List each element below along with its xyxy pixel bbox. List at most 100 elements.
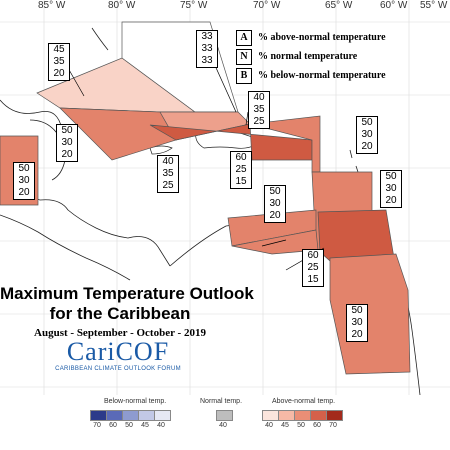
below-normal-value: 15: [307, 274, 319, 285]
above-normal-value: 50: [269, 186, 281, 197]
central-america-pacific-coast: [0, 214, 131, 281]
below-normal-value: 20: [361, 141, 373, 152]
swatch-above-50: [294, 410, 311, 421]
swatch-below-40: [154, 410, 171, 421]
key-text: % normal temperature: [258, 51, 358, 62]
probability-key: A % above-normal temperature N % normal …: [236, 28, 436, 85]
swatch-below-60: [106, 410, 123, 421]
scale-tick: 60: [313, 422, 321, 429]
probability-box: 45 35 20: [48, 43, 70, 81]
below-normal-value: 20: [61, 149, 73, 160]
normal-value: 30: [385, 183, 397, 194]
scale-tick: 50: [125, 422, 133, 429]
scale-tick: 40: [157, 422, 165, 429]
key-letter: A: [236, 29, 252, 46]
longitude-label: 70° W: [253, 0, 281, 11]
above-normal-value: 40: [162, 156, 174, 167]
normal-value: 30: [18, 175, 30, 186]
probability-box: 60 25 15: [230, 151, 252, 189]
swatch-below-45: [138, 410, 155, 421]
above-normal-value: 60: [235, 152, 247, 163]
scale-tick: 45: [281, 422, 289, 429]
above-normal-value: 40: [253, 92, 265, 103]
logo-subtitle: CARIBBEAN CLIMATE OUTLOOK FORUM: [55, 366, 181, 372]
swatch-above-40: [262, 410, 279, 421]
normal-value: 35: [253, 104, 265, 115]
swatch-above-45: [278, 410, 295, 421]
map-title: Maximum Temperature Outlook: [0, 284, 254, 303]
above-normal-value: 33: [201, 31, 213, 42]
probability-box: 40 35 25: [248, 91, 270, 129]
longitude-label: 55° W: [420, 0, 448, 11]
below-normal-value: 20: [269, 210, 281, 221]
scale-tick: 60: [109, 422, 117, 429]
map-title-block: Maximum Temperature Outlook for the Cari…: [0, 284, 254, 339]
above-normal-value: 50: [351, 305, 363, 316]
jamaica-island: [149, 145, 173, 155]
above-normal-value: 50: [385, 171, 397, 182]
scale-tick: 40: [265, 422, 273, 429]
swatch-below-70: [90, 410, 107, 421]
probability-box: 50 30 20: [346, 304, 368, 342]
longitude-label: 75° W: [180, 0, 208, 11]
normal-value: 30: [269, 198, 281, 209]
scale-tick: 40: [219, 422, 227, 429]
key-text: % above-normal temperature: [258, 32, 386, 43]
logo-wordmark: CariCOF: [66, 337, 170, 366]
probability-box: 50 30 20: [264, 185, 286, 223]
key-letter: B: [236, 67, 252, 84]
normal-value: 35: [162, 168, 174, 179]
gulf-coast: [0, 99, 71, 159]
above-normal-value: 50: [361, 117, 373, 128]
below-normal-value: 25: [253, 116, 265, 127]
longitude-label: 60° W: [380, 0, 408, 11]
below-normal-value: 20: [53, 68, 65, 79]
probability-box: 50 30 20: [380, 170, 402, 208]
below-normal-value: 20: [18, 187, 30, 198]
swatch-below-50: [122, 410, 139, 421]
map-subtitle: for the Caribbean: [49, 304, 191, 323]
normal-value: 25: [235, 164, 247, 175]
region-guianas-south: [329, 253, 411, 375]
longitude-label: 80° W: [108, 0, 136, 11]
below-normal-value: 33: [201, 55, 213, 66]
key-row-normal: N % normal temperature: [236, 47, 436, 66]
probability-box: 50 30 20: [13, 162, 35, 200]
above-normal-value: 50: [61, 125, 73, 136]
below-normal-value: 20: [351, 329, 363, 340]
key-row-above: A % above-normal temperature: [236, 28, 436, 47]
probability-box: 50 30 20: [356, 116, 378, 154]
normal-value: 30: [351, 317, 363, 328]
above-normal-value: 45: [53, 44, 65, 55]
normal-value: 25: [307, 262, 319, 273]
normal-value: 30: [361, 129, 373, 140]
scale-title-above: Above-normal temp.: [272, 398, 336, 405]
probability-box: 50 30 20: [56, 124, 78, 162]
below-normal-value: 20: [385, 195, 397, 206]
florida-keys: [91, 27, 109, 51]
key-row-below: B % below-normal temperature: [236, 66, 436, 85]
key-letter: N: [236, 48, 252, 65]
below-normal-value: 25: [162, 180, 174, 191]
above-normal-value: 50: [18, 163, 30, 174]
normal-value: 35: [53, 56, 65, 67]
swatch-above-60: [310, 410, 327, 421]
scale-tick: 70: [329, 422, 337, 429]
below-normal-value: 15: [235, 176, 247, 187]
key-text: % below-normal temperature: [258, 70, 386, 81]
scale-tick: 70: [93, 422, 101, 429]
probability-box: 33 33 33: [196, 30, 218, 68]
forecast-period: August - September - October - 2019: [34, 327, 206, 339]
scale-title-normal: Normal temp.: [200, 398, 243, 405]
longitude-label: 65° W: [325, 0, 353, 11]
probability-box: 40 35 25: [157, 155, 179, 193]
scale-tick: 50: [297, 422, 305, 429]
color-scale: Below-normal temp. Normal temp. Above-no…: [0, 398, 450, 450]
swatch-normal-40: [216, 410, 233, 421]
scale-title-below: Below-normal temp.: [104, 398, 167, 405]
longitude-label: 85° W: [38, 0, 66, 11]
scale-tick: 45: [141, 422, 149, 429]
normal-value: 33: [201, 43, 213, 54]
